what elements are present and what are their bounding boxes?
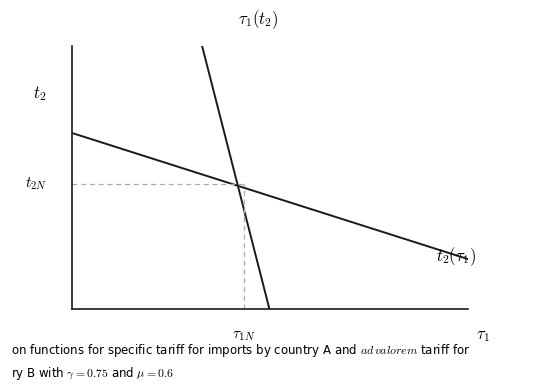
Text: $\tau_1(t_2)$: $\tau_1(t_2)$ [238, 8, 278, 30]
Text: ry B with $\gamma = 0.75$ and $\mu = 0.6$: ry B with $\gamma = 0.75$ and $\mu = 0.6… [11, 365, 174, 382]
Text: $t_{2N}$: $t_{2N}$ [25, 176, 47, 193]
Text: $\tau_{1N}$: $\tau_{1N}$ [232, 328, 256, 342]
Text: $t_2(\tau_1)$: $t_2(\tau_1)$ [436, 245, 476, 267]
Text: $t_2$: $t_2$ [33, 84, 46, 103]
Text: on functions for specific tariff for imports by country A and $\mathit{ad\/ valo: on functions for specific tariff for imp… [11, 342, 470, 359]
Text: $\tau_1$: $\tau_1$ [476, 326, 491, 344]
